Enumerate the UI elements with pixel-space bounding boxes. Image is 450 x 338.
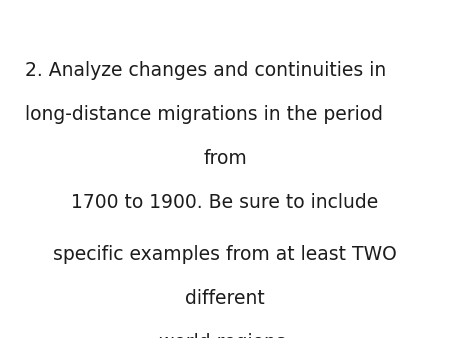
- Text: 1700 to 1900. Be sure to include: 1700 to 1900. Be sure to include: [72, 193, 378, 212]
- Text: 2. Analyze changes and continuities in: 2. Analyze changes and continuities in: [25, 61, 386, 80]
- Text: world regions.: world regions.: [159, 333, 291, 338]
- Text: different: different: [185, 289, 265, 308]
- Text: specific examples from at least TWO: specific examples from at least TWO: [53, 245, 397, 264]
- Text: long-distance migrations in the period: long-distance migrations in the period: [25, 105, 383, 124]
- Text: from: from: [203, 149, 247, 168]
